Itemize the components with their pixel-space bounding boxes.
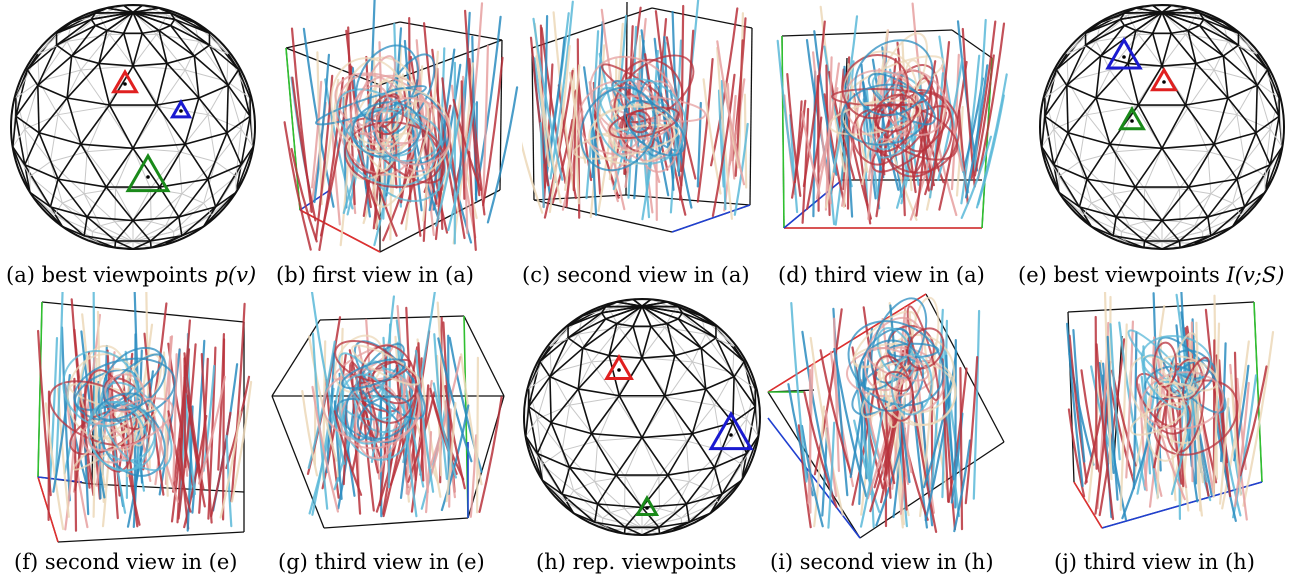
- streamline-view-f: [37, 292, 253, 543]
- sphere-h-viewpoint-dot-3: [645, 506, 649, 510]
- sphere-mesh-a: [10, 4, 256, 250]
- caption-d: (d) third view in (a): [778, 263, 985, 287]
- sphere-a-viewpoint-marker-1: [111, 68, 139, 94]
- streamline-view-g: [271, 292, 505, 529]
- sphere-e-viewpoint-dot-3: [1162, 80, 1166, 84]
- panel-g: [268, 292, 508, 544]
- caption-h: (h) rep. viewpoints: [536, 550, 737, 574]
- caption-g: (g) third view in (e): [278, 550, 485, 574]
- sphere-h-viewpoint-dot-1: [617, 368, 621, 372]
- panel-f: [22, 292, 262, 544]
- panel-e: [1034, 0, 1294, 262]
- streamline-view-d: [776, 2, 1008, 229]
- sphere-mesh-h: [523, 298, 761, 536]
- sphere-e-viewpoint-dot-1: [1122, 55, 1126, 59]
- caption-j: (j) third view in (h): [1054, 550, 1255, 574]
- view-b-streamlines: [283, 0, 519, 251]
- sphere-e-viewpoint-marker-1: [1105, 36, 1143, 70]
- view-d-streamlines: [776, 2, 1008, 226]
- sphere-a-viewpoint-dot-2: [179, 109, 183, 113]
- sphere-e-viewpoint-marker-2: [1118, 105, 1146, 131]
- caption-i: (i) second view in (h): [770, 550, 994, 574]
- view-c-axes: [671, 204, 751, 233]
- sphere-mesh-e: [1039, 4, 1285, 250]
- sphere-h-viewpoint-marker-3: [634, 494, 660, 516]
- streamline-view-j: [1066, 292, 1275, 529]
- caption-a: (a) best viewpoints p(v): [6, 263, 257, 287]
- sphere-h-viewpoint-dot-2: [729, 433, 733, 437]
- caption-e: (e) best viewpoints I(v;S): [1018, 263, 1285, 287]
- view-g-streamlines: [301, 292, 503, 518]
- view-c-bounding-box: [531, 1, 753, 233]
- sphere-h-mesh-lines: [523, 298, 761, 536]
- sphere-e-viewpoint-marker-3: [1150, 66, 1178, 92]
- sphere-a-mesh-lines: [10, 4, 256, 250]
- streamline-view-i: [767, 293, 1005, 539]
- panel-j: [1066, 292, 1306, 544]
- sphere-a-viewpoint-marker-3: [125, 152, 171, 193]
- panel-h: [522, 292, 762, 544]
- sphere-a-viewpoint-dot-3: [146, 175, 150, 179]
- view-i-streamlines: [787, 296, 981, 533]
- sphere-e-viewpoint-dot-2: [1130, 119, 1134, 123]
- panel-c: [522, 0, 772, 262]
- view-j-streamlines: [1066, 292, 1275, 522]
- sphere-h-viewpoint-marker-1: [604, 353, 634, 380]
- caption-f: (f) second view in (e): [14, 550, 238, 574]
- panel-a: [8, 0, 258, 262]
- view-f-streamlines: [37, 292, 253, 532]
- sphere-a-viewpoint-marker-2: [169, 98, 193, 119]
- view-c-streamlines: [522, 0, 749, 221]
- caption-b: (b) first view in (a): [276, 263, 474, 287]
- streamline-view-c: [522, 0, 753, 233]
- sphere-a-viewpoint-dot-1: [123, 82, 127, 86]
- streamline-view-b: [283, 0, 519, 253]
- panel-b: [270, 0, 520, 262]
- caption-c: (c) second view in (a): [522, 263, 750, 287]
- sphere-e-mesh-lines: [1039, 4, 1285, 250]
- panel-d: [772, 0, 1022, 262]
- panel-i: [764, 292, 1014, 544]
- sphere-h-viewpoint-marker-2: [708, 410, 754, 451]
